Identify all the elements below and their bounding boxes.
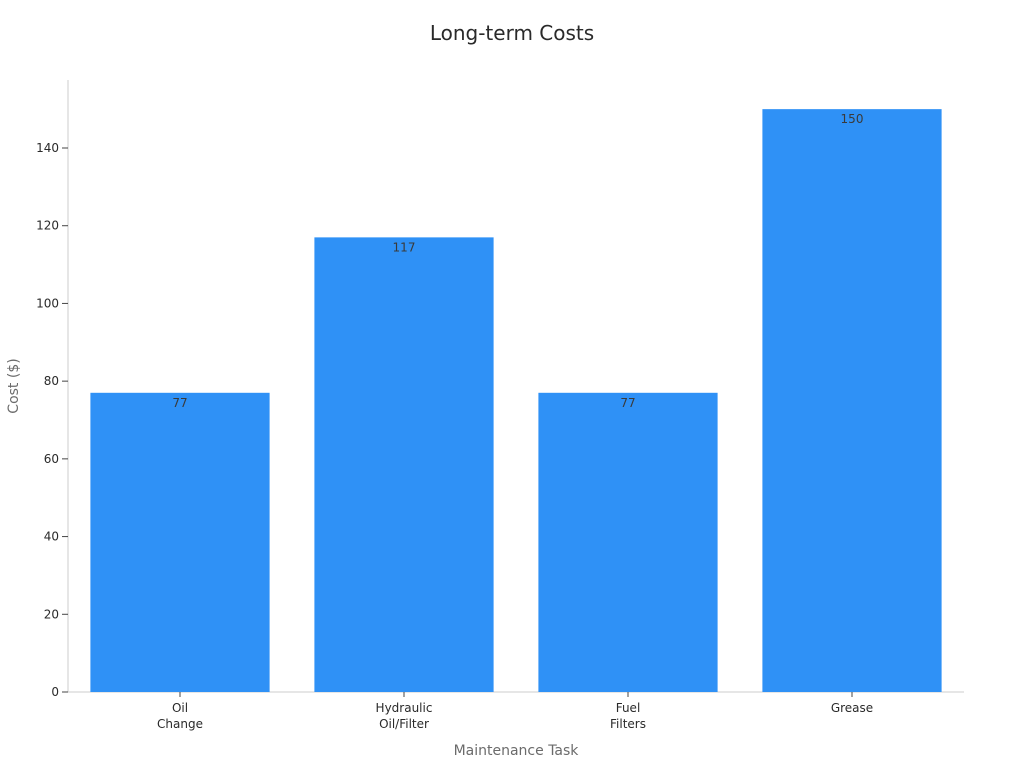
y-tick-label: 60	[44, 452, 59, 466]
x-tick-label: Fuel	[616, 701, 641, 715]
x-tick-label: Change	[157, 717, 203, 731]
y-tick-label: 100	[36, 296, 59, 310]
x-tick-label: Oil	[172, 701, 188, 715]
y-tick-label: 80	[44, 374, 59, 388]
bar	[762, 109, 942, 692]
y-tick-label: 40	[44, 530, 59, 544]
y-axis-label: Cost ($)	[6, 358, 22, 413]
x-tick-label: Grease	[831, 701, 873, 715]
y-tick-label: 140	[36, 141, 59, 155]
bar	[538, 392, 718, 692]
chart-title: Long-term Costs	[430, 21, 594, 45]
y-tick-label: 120	[36, 219, 59, 233]
y-tick-label: 0	[51, 685, 59, 699]
bar-data-label: 77	[620, 396, 635, 410]
x-tick-label: Filters	[610, 717, 646, 731]
x-axis-label: Maintenance Task	[454, 743, 580, 759]
y-axis-ticks: 0 20 40 60 80 100 120 140	[36, 141, 68, 699]
x-tick-label: Hydraulic	[376, 701, 433, 715]
bar	[314, 237, 494, 692]
x-axis-ticks: Oil Change Hydraulic Oil/Filter Fuel Filters G…	[157, 692, 873, 731]
bars-group: 77 117 77 150	[90, 109, 942, 692]
bar	[90, 392, 270, 692]
bar-data-label: 117	[393, 240, 416, 254]
bar-data-label: 77	[172, 396, 187, 410]
x-tick-label: Oil/Filter	[379, 717, 429, 731]
y-tick-label: 20	[44, 607, 59, 621]
bar-data-label: 150	[841, 112, 864, 126]
